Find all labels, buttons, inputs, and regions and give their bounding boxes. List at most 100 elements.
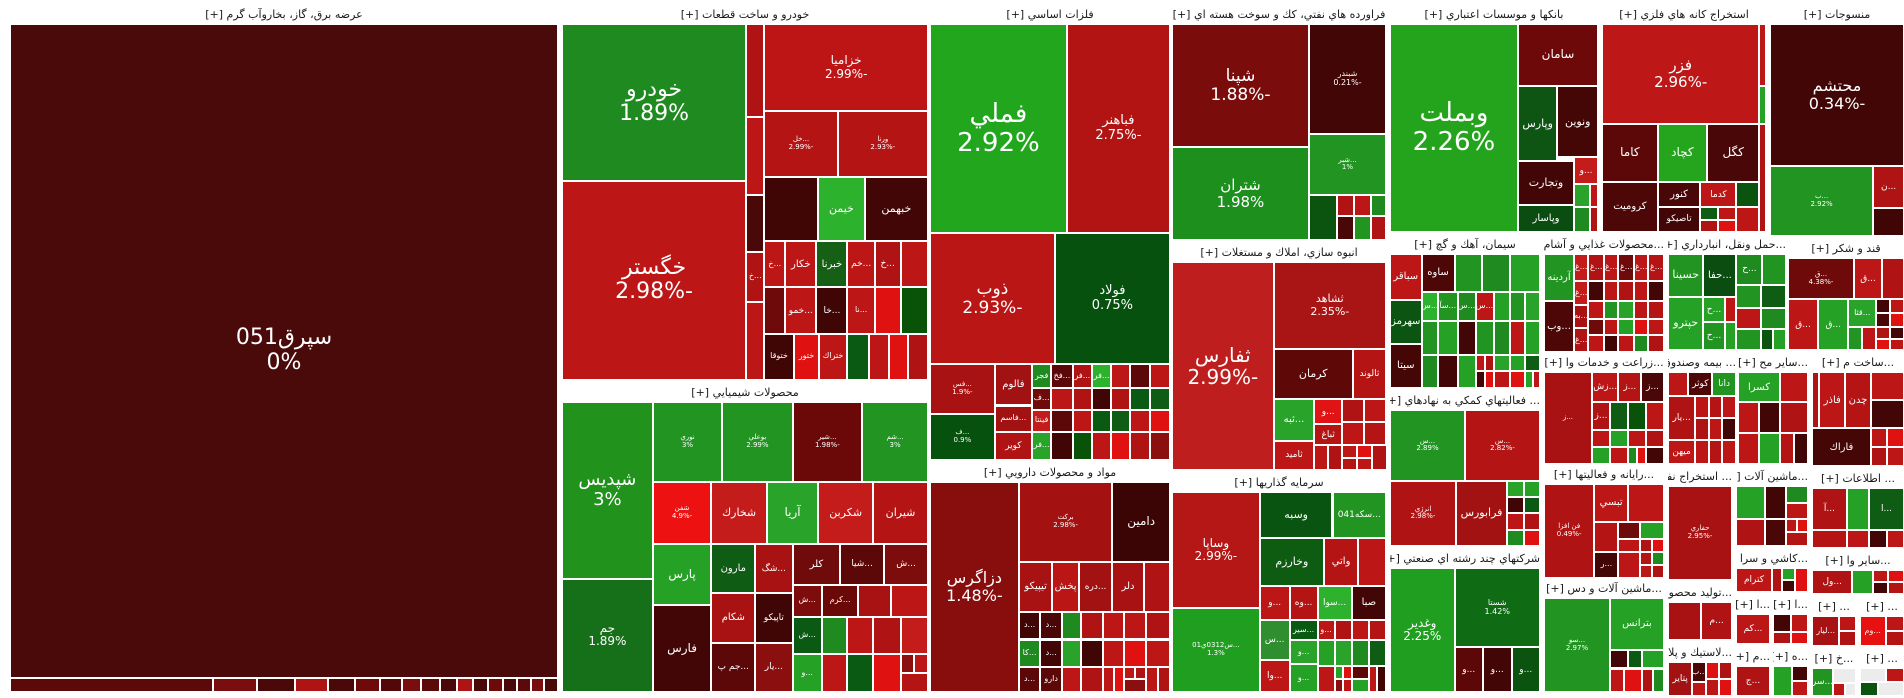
stock-tile-auxiliary-3[interactable]: فرابورس	[1456, 480, 1507, 546]
stock-tile-filler[interactable]	[746, 24, 765, 117]
stock-tile-filler[interactable]	[873, 654, 901, 692]
stock-tile-filler[interactable]	[1111, 409, 1131, 432]
stock-tile-filler[interactable]	[1111, 388, 1131, 410]
stock-tile-metal_fabrication-5[interactable]: فاراك	[1812, 428, 1871, 466]
stock-tile-filler[interactable]	[1457, 354, 1476, 388]
stock-tile-filler[interactable]	[421, 677, 441, 692]
stock-tile-auxiliary-2[interactable]: انرژي -2.98%	[1390, 480, 1456, 546]
stock-tile-filler[interactable]	[1764, 519, 1787, 546]
sector-header-food[interactable]: ...محصولات غذايي و آشام [+]	[1544, 236, 1664, 254]
stock-tile-sugar-1[interactable]: ...ق	[1854, 258, 1882, 300]
stock-tile-filler[interactable]	[1860, 668, 1887, 682]
stock-tile-filler[interactable]	[1646, 446, 1664, 464]
stock-tile-auto-21[interactable]: ...خا	[816, 287, 848, 334]
stock-tile-pharma-1[interactable]: بركت -2.98%	[1018, 482, 1113, 562]
stock-tile-auxiliary-0[interactable]: ...س 2.89%	[1390, 410, 1465, 481]
stock-tile-auto-22[interactable]: ...نا	[847, 287, 875, 334]
sector-header-manufacturing[interactable]: ...توليد محصولا [+]	[1668, 584, 1732, 602]
stock-tile-computer-1[interactable]: تبسي	[1594, 484, 1628, 522]
stock-tile-filler[interactable]	[1454, 254, 1482, 292]
stock-tile-filler[interactable]	[1792, 666, 1808, 681]
stock-tile-filler[interactable]	[1317, 640, 1335, 666]
stock-tile-misc_d1-0[interactable]: ...سر	[1812, 668, 1834, 696]
stock-tile-filler[interactable]	[456, 677, 474, 692]
stock-tile-filler[interactable]	[1092, 409, 1112, 432]
stock-tile-filler[interactable]	[1706, 662, 1720, 679]
stock-tile-filler[interactable]	[1844, 683, 1856, 696]
stock-tile-filler[interactable]	[746, 194, 765, 252]
stock-tile-insurance-2[interactable]: دانا	[1712, 372, 1736, 396]
stock-tile-insurance-1[interactable]: كوثر	[1688, 372, 1713, 396]
sector-header-banks[interactable]: بانكها و موسسات اعتباري [+]	[1390, 6, 1598, 24]
stock-tile-filler[interactable]	[1368, 620, 1386, 640]
stock-tile-filler[interactable]	[874, 287, 901, 334]
stock-tile-agriculture-1[interactable]: ...زش	[1592, 372, 1619, 403]
stock-tile-chemicals-15[interactable]: ...شيا	[840, 544, 885, 585]
stock-tile-filler[interactable]	[1870, 372, 1904, 401]
stock-tile-investment-8[interactable]: ...وه	[1289, 586, 1318, 620]
stock-tile-filler[interactable]	[401, 677, 421, 692]
stock-tile-conglomerates-1[interactable]: شستا 1.42%	[1454, 568, 1540, 648]
stock-tile-filler[interactable]	[1869, 530, 1887, 548]
stock-tile-metals-3[interactable]: فولاد 0.75%	[1054, 233, 1170, 365]
stock-tile-filler[interactable]	[1334, 620, 1352, 640]
stock-tile-filler[interactable]	[1618, 318, 1634, 336]
stock-tile-filler[interactable]	[1149, 431, 1170, 460]
stock-tile-filler[interactable]	[1081, 666, 1103, 692]
stock-tile-filler[interactable]	[1589, 207, 1598, 232]
stock-tile-auto-26[interactable]: ختور	[793, 333, 820, 380]
stock-tile-filler[interactable]	[1371, 194, 1386, 217]
stock-tile-filler[interactable]	[1640, 564, 1652, 578]
stock-tile-banks-2[interactable]: وپارس	[1517, 86, 1558, 162]
stock-tile-filler[interactable]	[1594, 521, 1619, 552]
stock-tile-filler[interactable]	[1852, 570, 1873, 594]
stock-tile-chemicals-12[interactable]: مارون	[711, 544, 756, 594]
stock-tile-filler[interactable]	[1839, 631, 1856, 646]
sector-header-conglomerates[interactable]: شركتهاي چند رشته اي صنعتي [+]	[1390, 550, 1540, 568]
stock-tile-filler[interactable]	[1761, 284, 1786, 308]
stock-tile-filler[interactable]	[1421, 321, 1438, 355]
stock-tile-filler[interactable]	[900, 673, 928, 692]
stock-tile-filler[interactable]	[1372, 445, 1388, 470]
stock-tile-chemicals-5[interactable]: ...شم 3%	[862, 402, 928, 482]
stock-tile-filler[interactable]	[1124, 666, 1136, 680]
stock-tile-filler[interactable]	[355, 677, 380, 692]
stock-tile-filler[interactable]	[1130, 388, 1150, 410]
stock-tile-pharma-5[interactable]: ...دره	[1078, 561, 1113, 613]
stock-tile-filler[interactable]	[1438, 321, 1458, 355]
stock-tile-filler[interactable]	[1051, 409, 1073, 432]
stock-tile-food-9[interactable]: ...به	[1574, 304, 1589, 329]
stock-tile-filler[interactable]	[900, 287, 928, 334]
stock-tile-auto-27[interactable]: ختراك	[819, 333, 847, 380]
stock-tile-filler[interactable]	[1652, 564, 1664, 578]
stock-tile-auto-11[interactable]: خيمن	[818, 177, 865, 242]
stock-tile-filler[interactable]	[1363, 422, 1386, 446]
stock-tile-pharma-3[interactable]: تيپيكو	[1018, 561, 1053, 613]
stock-tile-investment-4[interactable]: وخارزم	[1259, 538, 1324, 586]
stock-tile-filler[interactable]	[1886, 530, 1904, 548]
stock-tile-filler[interactable]	[488, 677, 504, 692]
stock-tile-filler[interactable]	[1124, 679, 1146, 692]
stock-tile-filler[interactable]	[1574, 184, 1590, 208]
stock-tile-metal_ores-7[interactable]: كنور	[1657, 182, 1701, 208]
stock-tile-metal_ores-3[interactable]: كاما	[1602, 123, 1658, 183]
stock-tile-filler[interactable]	[1642, 668, 1654, 692]
sector-header-misc_a1[interactable]: ...ا [+]	[1736, 596, 1770, 614]
stock-tile-filler[interactable]	[1790, 632, 1808, 644]
stock-tile-filler[interactable]	[1610, 668, 1625, 692]
stock-tile-auto-17[interactable]: ...خ	[874, 241, 901, 288]
sector-header-misc_a2[interactable]: ...ا [+]	[1773, 596, 1808, 614]
stock-tile-filler[interactable]	[1761, 328, 1774, 350]
stock-tile-filler[interactable]	[1130, 409, 1150, 432]
stock-tile-conglomerates-4[interactable]: ...و	[1511, 647, 1540, 692]
stock-tile-filler[interactable]	[1111, 431, 1131, 460]
stock-tile-filler[interactable]	[440, 677, 457, 692]
stock-tile-filler[interactable]	[1724, 322, 1737, 350]
stock-tile-filler[interactable]	[1368, 666, 1378, 692]
stock-tile-filler[interactable]	[1885, 616, 1904, 631]
stock-tile-filler[interactable]	[1708, 418, 1723, 441]
stock-tile-filler[interactable]	[1692, 682, 1707, 696]
stock-tile-oil_products-2[interactable]: شبندر -0.21%	[1308, 24, 1386, 135]
stock-tile-filler[interactable]	[1334, 640, 1352, 666]
sector-header-pharma[interactable]: مواد و محصولات دارويي [+]	[930, 464, 1170, 482]
